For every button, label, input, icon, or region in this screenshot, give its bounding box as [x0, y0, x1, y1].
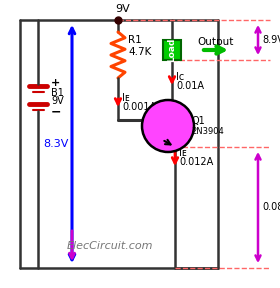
Text: 9V: 9V	[51, 96, 64, 106]
Text: R1: R1	[128, 35, 142, 45]
Text: +: +	[51, 78, 60, 88]
Text: 0.001A: 0.001A	[122, 102, 156, 112]
Text: 8.9V: 8.9V	[262, 35, 280, 45]
Text: −: −	[51, 105, 62, 118]
Text: 2N3904: 2N3904	[191, 126, 224, 135]
Text: ElecCircuit.com: ElecCircuit.com	[67, 241, 153, 251]
Circle shape	[142, 100, 194, 152]
Text: 9V: 9V	[116, 4, 130, 14]
FancyBboxPatch shape	[163, 40, 181, 60]
Text: Output: Output	[197, 37, 233, 47]
Text: 0.012A: 0.012A	[179, 157, 213, 167]
Text: 4.7K: 4.7K	[128, 47, 151, 57]
Text: 0.08V: 0.08V	[262, 202, 280, 213]
Text: Iᴇ: Iᴇ	[122, 93, 130, 103]
Text: B1: B1	[51, 88, 64, 98]
Text: Load: Load	[167, 38, 176, 62]
Text: Iᴇ: Iᴇ	[179, 148, 187, 158]
Text: 0.01A: 0.01A	[176, 81, 204, 91]
Text: 8.3V: 8.3V	[44, 139, 69, 149]
Text: Q1: Q1	[191, 116, 205, 126]
Text: Iᴄ: Iᴄ	[176, 72, 184, 82]
